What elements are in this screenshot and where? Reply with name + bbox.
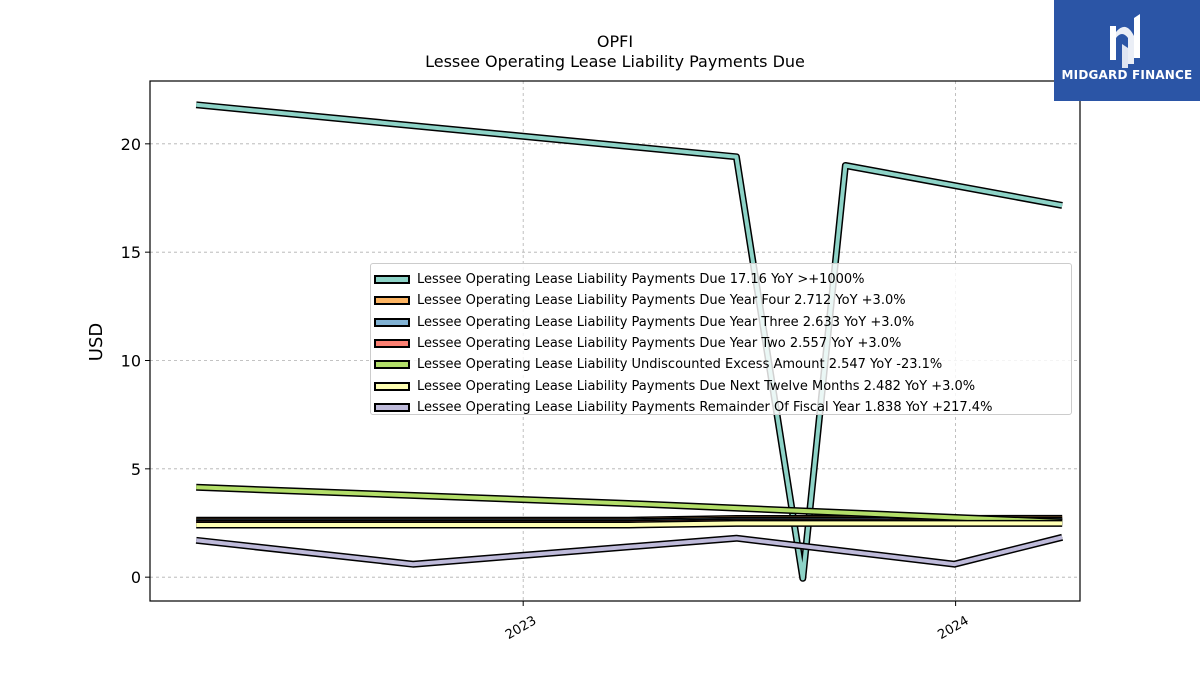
brand-logo: MIDGARD FINANCE: [1054, 0, 1200, 101]
legend-label: Lessee Operating Lease Liability Undisco…: [417, 357, 943, 373]
legend-label: Lessee Operating Lease Liability Payment…: [417, 314, 915, 330]
chart-legend: Lessee Operating Lease Liability Payment…: [370, 263, 1072, 415]
series-line-6: [196, 519, 1063, 529]
legend-label: Lessee Operating Lease Liability Payment…: [417, 293, 906, 309]
series-line-5: [196, 483, 1063, 526]
legend-swatch: [374, 339, 410, 349]
legend-swatch: [374, 275, 410, 285]
x-tick-label: 2024: [935, 613, 971, 643]
chart-title: OPFI: [596, 32, 634, 51]
series-line-1: [195, 101, 1063, 582]
legend-item: Lessee Operating Lease Liability Payment…: [373, 397, 1071, 418]
legend-label: Lessee Operating Lease Liability Payment…: [417, 272, 865, 288]
y-tick-label: 5: [131, 460, 141, 479]
series-stroke: [195, 535, 1063, 567]
legend-label: Lessee Operating Lease Liability Payment…: [417, 336, 902, 352]
legend-label: Lessee Operating Lease Liability Payment…: [417, 399, 993, 415]
series-stroke: [196, 102, 1063, 581]
y-axis-label: USD: [86, 323, 107, 361]
legend-swatch: [374, 381, 410, 391]
legend-swatch: [374, 402, 410, 412]
legend-item: Lessee Operating Lease Liability Undisco…: [373, 354, 1071, 375]
midgard-logo-icon: [1110, 14, 1140, 68]
legend-swatch: [374, 296, 410, 306]
legend-item: Lessee Operating Lease Liability Payment…: [373, 269, 1071, 290]
legend-label: Lessee Operating Lease Liability Payment…: [417, 378, 976, 394]
legend-item: Lessee Operating Lease Liability Payment…: [373, 312, 1071, 333]
series-lines: [195, 101, 1064, 582]
legend-item: Lessee Operating Lease Liability Payment…: [373, 333, 1071, 354]
y-tick-label: 15: [121, 243, 141, 262]
legend-swatch: [374, 317, 410, 327]
series-line-7: [195, 533, 1064, 568]
legend-swatch: [374, 360, 410, 370]
chart-subtitle: Lessee Operating Lease Liability Payment…: [425, 52, 805, 71]
plot-area-frame: [149, 80, 1081, 602]
y-tick-label: 10: [121, 352, 141, 371]
y-tick-label: 0: [131, 568, 141, 587]
y-tick-label: 20: [121, 135, 141, 154]
series-stroke: [196, 521, 1063, 527]
legend-item: Lessee Operating Lease Liability Payment…: [373, 375, 1071, 396]
series-stroke: [196, 485, 1063, 524]
logo-text: MIDGARD FINANCE: [1061, 68, 1193, 82]
x-tick-label: 2023: [503, 613, 539, 643]
legend-item: Lessee Operating Lease Liability Payment…: [373, 290, 1071, 311]
